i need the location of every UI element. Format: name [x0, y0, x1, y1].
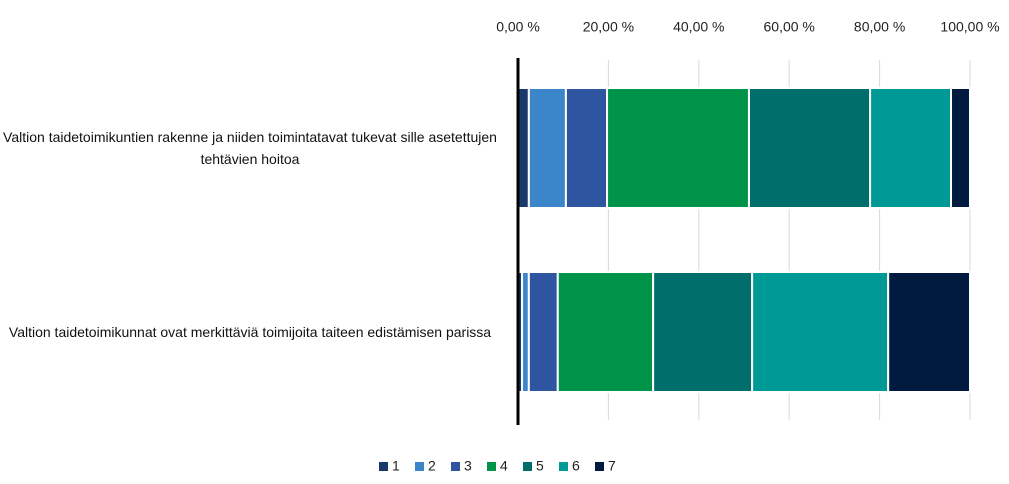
legend-swatch [487, 462, 496, 471]
legend-swatch [559, 462, 568, 471]
legend-label: 6 [572, 458, 580, 474]
category-label: Valtion taidetoimikunnat ovat merkittävi… [8, 324, 492, 340]
category-label: Valtion taidetoimikuntien rakenne ja nii… [3, 129, 497, 167]
bar-segment [564, 87, 609, 209]
x-tick-label: 40,00 % [673, 19, 724, 35]
x-tick-label: 100,00 % [940, 19, 999, 35]
bar-segment [751, 271, 890, 393]
bar-segment [869, 87, 953, 209]
bar-segment [521, 271, 530, 393]
x-tick-label: 60,00 % [764, 19, 815, 35]
legend-label: 2 [428, 458, 436, 474]
legend-label: 1 [392, 458, 400, 474]
legend-swatch [415, 462, 424, 471]
legend-label: 5 [536, 458, 544, 474]
legend-swatch [451, 462, 460, 471]
bar-segment [887, 271, 971, 393]
bar-segment [652, 271, 754, 393]
legend-swatch [379, 462, 388, 471]
bar-segment [556, 271, 655, 393]
bar-segment [747, 87, 872, 209]
legend-label: 7 [608, 458, 616, 474]
legend-swatch [523, 462, 532, 471]
x-tick-label: 80,00 % [854, 19, 905, 35]
bar-segment [950, 87, 971, 209]
bar-segment [517, 87, 530, 209]
x-tick-label: 20,00 % [583, 19, 634, 35]
bar-segment [527, 87, 567, 209]
legend-label: 3 [464, 458, 472, 474]
bar-segment [527, 271, 559, 393]
legend-swatch [595, 462, 604, 471]
bar-segment [606, 87, 750, 209]
legend-label: 4 [500, 458, 508, 474]
x-tick-label: 0,00 % [496, 19, 540, 35]
